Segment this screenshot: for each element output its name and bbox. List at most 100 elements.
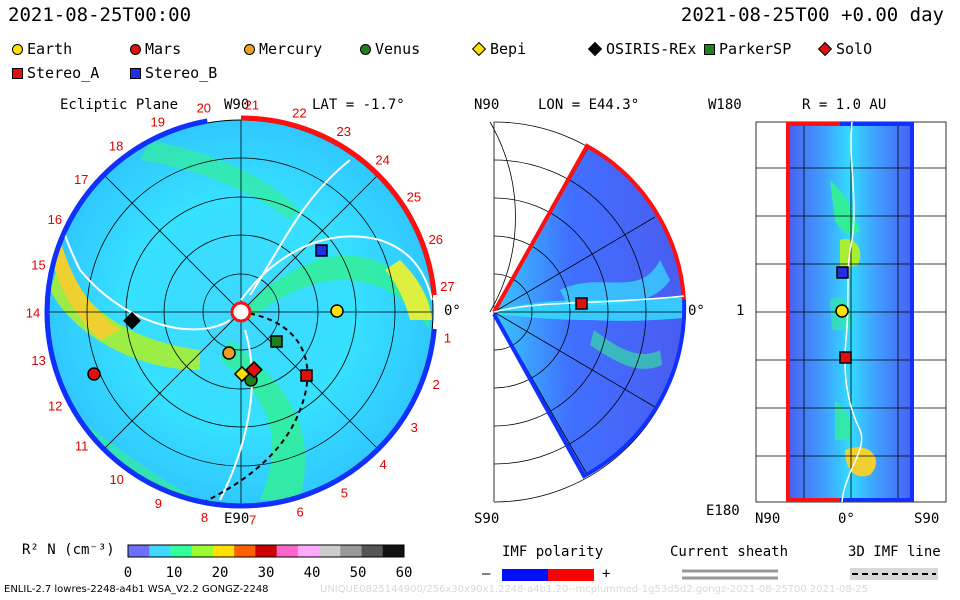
imf-3d-title: 3D IMF line <box>848 544 941 560</box>
timestamp-left: 2021-08-25T00:00 <box>8 4 192 26</box>
colorbar-segment <box>319 545 341 557</box>
stereo-a-marker-icon <box>12 67 23 79</box>
colorbar-segment <box>149 545 171 557</box>
meridional-sheath <box>493 295 685 313</box>
carrington-label: 7 <box>249 513 256 528</box>
colorbar-tick-label: 60 <box>396 565 413 581</box>
carrington-label: 6 <box>296 504 303 519</box>
carrington-label: 14 <box>26 305 40 320</box>
radial-panel <box>755 121 947 503</box>
colorbar-segment <box>297 545 320 557</box>
colorbar-segment <box>212 545 235 557</box>
imf-polarity-title: IMF polarity <box>502 544 604 560</box>
colorbar-segment <box>255 545 278 557</box>
venus-marker-icon <box>360 43 371 55</box>
carrington-label: 8 <box>201 510 208 525</box>
stereo-a-marker-icon <box>575 297 588 310</box>
colorbar-segment <box>234 545 256 557</box>
osiris-rex-marker-icon <box>123 311 141 330</box>
ecliptic-bottom-label: E90 <box>224 511 250 527</box>
parkersp-marker-icon <box>704 43 715 55</box>
legend-bepi: Bepi <box>471 40 526 58</box>
legend-stereo-a: Stereo_A <box>12 64 99 82</box>
carrington-label: 27 <box>440 279 454 294</box>
legend-venus: Venus <box>360 40 420 58</box>
legend-label: Mercury <box>259 40 323 58</box>
parkersp-marker-icon <box>270 335 283 348</box>
carrington-label: 13 <box>31 353 45 368</box>
legend-label: ParkerSP <box>719 40 792 58</box>
carrington-label: 1 <box>444 330 451 345</box>
current-sheath-title: Current sheath <box>670 544 789 560</box>
carrington-label: 18 <box>109 139 123 154</box>
meridional-panel <box>489 121 687 503</box>
radial-bottom: E180 <box>706 503 740 519</box>
radial-xlabel-s90: S90 <box>914 511 940 527</box>
colorbar-tick-label: 40 <box>304 565 321 581</box>
carrington-label: 15 <box>31 258 45 273</box>
carrington-label: 24 <box>375 153 389 168</box>
earth-marker-icon <box>12 43 23 55</box>
legend-mars: Mars <box>130 40 181 58</box>
carrington-label: 9 <box>155 496 162 511</box>
legend-label: Mars <box>145 40 182 58</box>
carrington-label: 22 <box>292 105 306 120</box>
legend-stereo-b: Stereo_B <box>130 64 217 82</box>
radial-grid <box>755 121 947 503</box>
colorbar-segment <box>276 545 299 557</box>
solo-marker-icon <box>245 360 263 379</box>
legend-label: SolO <box>836 40 873 58</box>
carrington-label: 17 <box>74 172 88 187</box>
current-sheath-legend <box>682 569 778 580</box>
bepi-marker-icon <box>233 365 251 383</box>
colorbar-tick-label: 10 <box>166 565 183 581</box>
meridional-rim-positive <box>492 143 686 313</box>
legend-label: Venus <box>375 40 421 58</box>
current-sheath-line <box>249 159 351 296</box>
model-footer-left: ENLIL-2.7 lowres-2248-a4b1 WSA_V2.2 GONG… <box>4 584 269 595</box>
legend-parkersp: ParkerSP <box>704 40 791 58</box>
ecliptic-zero-label: 0° <box>444 303 461 319</box>
density-colorbar: 0 10 20 30 40 50 60 <box>124 544 413 581</box>
carrington-label: 19 <box>150 114 164 129</box>
mars-marker-icon <box>87 367 101 381</box>
radial-xlabel-0: 0° <box>838 511 855 527</box>
legend-mercury: Mercury <box>244 40 322 58</box>
legend-osiris-rex: OSIRIS-REx <box>587 40 697 58</box>
ecliptic-title: Ecliptic Plane <box>60 97 179 113</box>
colorbar-segment <box>382 545 405 557</box>
meridional-north: N90 <box>474 97 500 113</box>
earth-marker-icon <box>835 304 849 318</box>
legend-label: Stereo_B <box>145 64 218 82</box>
radial-sheath <box>841 121 863 503</box>
radial-xlabel-n90: N90 <box>755 511 781 527</box>
carrington-label: 20 <box>197 100 211 115</box>
mercury-marker-icon <box>244 43 255 55</box>
carrington-label: 4 <box>380 457 387 472</box>
stereo-b-marker-icon <box>315 244 328 257</box>
carrington-label: 11 <box>75 439 89 454</box>
carrington-label: 5 <box>341 485 348 500</box>
model-footer-right: UNIQUE0825144900/256x30x90x1.2248-a4b1.2… <box>320 584 869 595</box>
mars-marker-icon <box>130 43 141 55</box>
meridional-zero-label: 0° <box>688 303 705 319</box>
current-sheath-line <box>219 329 253 501</box>
colorbar-tick-label: 0 <box>124 565 132 581</box>
meridional-lon: LON = E44.3° <box>538 97 640 113</box>
imf-minus-label: – <box>482 566 491 582</box>
carrington-label: 25 <box>407 189 421 204</box>
imf-3d-legend <box>850 568 938 580</box>
colorbar-tick-label: 20 <box>212 565 229 581</box>
legend-label: Stereo_A <box>27 64 100 82</box>
colorbar-segment <box>128 545 150 557</box>
earth-marker-icon <box>330 304 344 318</box>
carrington-label: 12 <box>48 398 62 413</box>
stereo-a-marker-icon <box>839 351 852 364</box>
stereo-b-marker-icon <box>130 67 141 79</box>
legend-label: OSIRIS-REx <box>606 40 697 58</box>
imf-polarity-legend <box>502 569 594 581</box>
mercury-marker-icon <box>222 346 236 360</box>
carrington-label: 16 <box>48 212 62 227</box>
